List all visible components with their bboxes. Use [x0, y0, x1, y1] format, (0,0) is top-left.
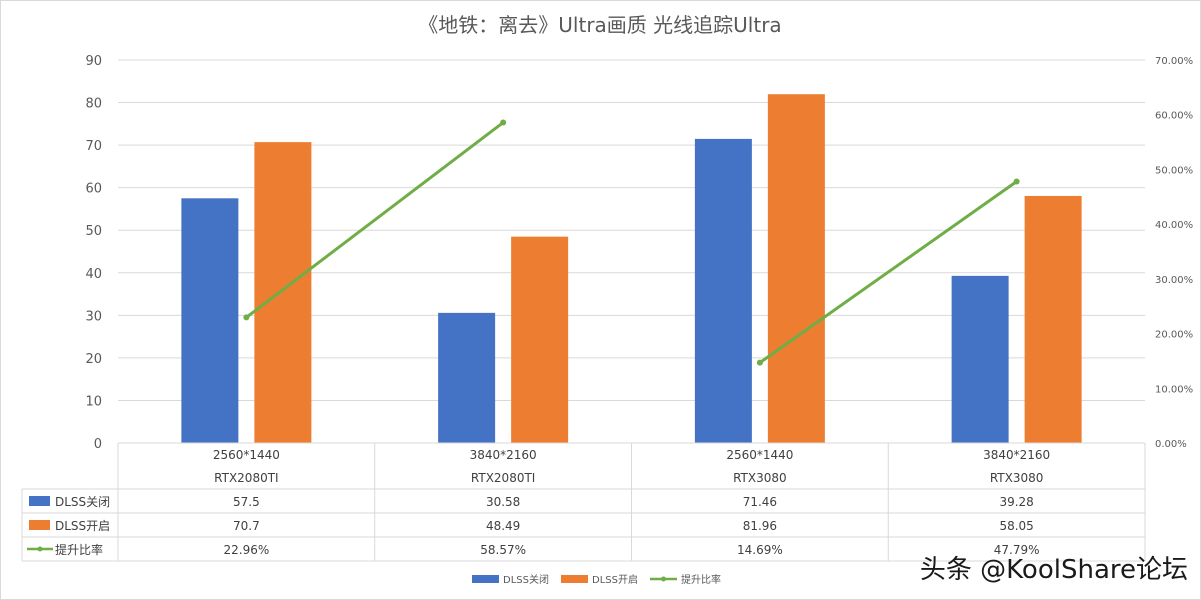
ratio-line-segment	[759, 180, 1018, 364]
legend-label: 提升比率	[681, 573, 721, 586]
y2-tick-label: 40.00%	[1155, 220, 1193, 231]
y-tick-label: 10	[85, 394, 102, 409]
ratio-line-segment	[245, 121, 505, 319]
data-label: 30.58	[486, 495, 520, 509]
bar-DLSS关闭-1	[438, 312, 496, 443]
category-gpu-label: RTX3080	[733, 471, 787, 485]
data-label: 81.96	[743, 519, 777, 533]
data-label: 58.05	[999, 519, 1033, 533]
bar-DLSS开启-2	[767, 94, 825, 444]
row-series-name: 提升比率	[55, 542, 103, 557]
data-label: 58.57%	[480, 543, 526, 557]
y-tick-label: 80	[85, 97, 102, 112]
data-label: 47.79%	[994, 543, 1040, 557]
bar-DLSS关闭-0	[181, 198, 239, 443]
y2-tick-label: 10.00%	[1155, 384, 1193, 395]
data-label: 22.96%	[223, 543, 269, 557]
y-tick-label: 60	[85, 182, 102, 197]
legend-key-1	[561, 575, 588, 583]
row-legend-key-1	[29, 520, 50, 530]
bar-DLSS关闭-2	[694, 138, 752, 443]
data-label: 70.7	[233, 519, 260, 533]
y-tick-label: 40	[85, 267, 102, 282]
category-gpu-label: RTX2080TI	[471, 471, 535, 485]
ratio-point-2	[756, 359, 763, 366]
ratio-point-1	[500, 119, 507, 126]
row-series-name: DLSS关闭	[55, 495, 110, 509]
y2-tick-label: 20.00%	[1155, 330, 1193, 341]
data-label: 57.5	[233, 495, 260, 509]
y-tick-label: 20	[85, 352, 102, 367]
row-series-name: DLSS开启	[55, 519, 110, 533]
y2-tick-label: 30.00%	[1155, 275, 1193, 286]
row-legend-key-0	[29, 496, 50, 506]
y2-tick-label: 70.00%	[1155, 56, 1193, 67]
legend-key-marker-2	[661, 576, 666, 582]
category-gpu-label: RTX2080TI	[214, 471, 278, 485]
legend: DLSS关闭 DLSS开启 提升比率	[472, 573, 721, 586]
y-tick-label: 30	[85, 309, 102, 324]
y-tick-label: 90	[85, 54, 102, 69]
legend-label: DLSS开启	[592, 573, 638, 586]
row-legend-key-marker-2	[37, 546, 43, 552]
legend-key-0	[472, 575, 499, 583]
category-resolution-label: 3840*2160	[470, 448, 537, 462]
y-tick-label: 70	[85, 139, 102, 154]
ratio-line	[243, 119, 1020, 366]
y2-tick-label: 50.00%	[1155, 165, 1193, 176]
bar-DLSS开启-0	[254, 142, 312, 444]
bar-DLSS开启-1	[511, 236, 569, 443]
bar-DLSS关闭-3	[951, 275, 1009, 443]
data-label: 48.49	[486, 519, 520, 533]
category-resolution-label: 2560*1440	[726, 448, 793, 462]
y2-tick-label: 0.00%	[1155, 439, 1187, 450]
data-label: 71.46	[743, 495, 777, 509]
y2-tick-label: 60.00%	[1155, 111, 1193, 122]
bars	[181, 94, 1082, 444]
data-label: 39.28	[999, 495, 1033, 509]
bar-DLSS开启-3	[1024, 195, 1082, 443]
data-table: 2560*1440 RTX2080TI 3840*2160 RTX2080TI 2560…	[21, 442, 1146, 562]
category-gpu-label: RTX3080	[990, 471, 1044, 485]
legend-label: DLSS关闭	[503, 573, 549, 586]
watermark: 头条 @KoolShare论坛	[920, 555, 1188, 585]
ratio-point-0	[243, 314, 250, 321]
ratio-point-3	[1013, 178, 1020, 185]
y-tick-label: 50	[85, 224, 102, 239]
category-resolution-label: 2560*1440	[213, 448, 280, 462]
chart-title: 《地铁：离去》Ultra画质 光线追踪Ultra	[418, 13, 781, 37]
y-tick-label: 0	[94, 437, 102, 452]
data-label: 14.69%	[737, 543, 783, 557]
category-resolution-label: 3840*2160	[983, 448, 1050, 462]
axes: 0 10 20 30 40 50 60 70 80 90 0.00% 10.00% 20.00% 30.0…	[85, 54, 1193, 452]
